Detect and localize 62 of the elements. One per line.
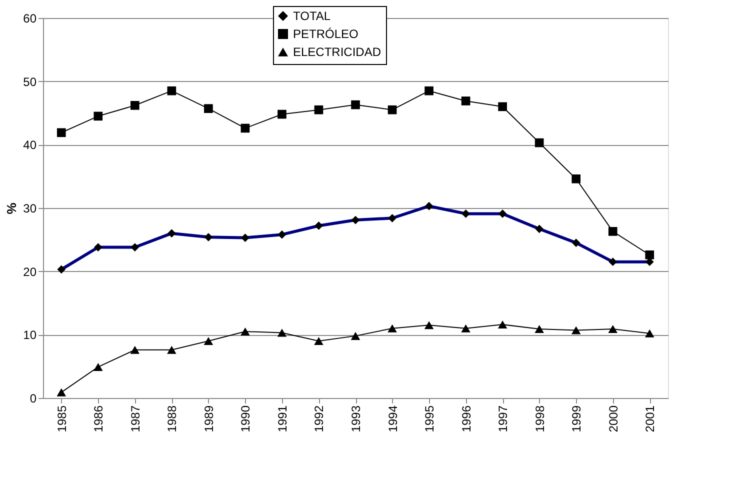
point <box>94 362 103 371</box>
point <box>277 328 287 337</box>
point <box>572 174 581 184</box>
point <box>314 105 324 114</box>
point <box>240 124 250 133</box>
y-tick-label: 30 <box>23 202 37 216</box>
point <box>94 112 103 121</box>
point <box>498 102 507 112</box>
y-tick-label: 40 <box>23 138 37 152</box>
point <box>130 100 140 110</box>
x-tick-label: 1995 <box>422 405 437 432</box>
x-tick-label: 1986 <box>92 405 106 432</box>
point <box>461 96 470 106</box>
x-tick-label: 1987 <box>128 405 142 432</box>
point <box>167 86 176 96</box>
y-tick-label: 60 <box>23 12 37 26</box>
y-tick-label: 20 <box>23 264 37 279</box>
x-tick-label: 2000 <box>606 405 620 432</box>
point <box>534 138 544 148</box>
x-tick-label: 1989 <box>202 405 216 432</box>
point <box>645 250 654 260</box>
x-tick-label: 1996 <box>459 405 474 432</box>
point <box>204 336 214 346</box>
point <box>56 388 66 396</box>
point <box>498 320 508 329</box>
legend-label: ELECTRICIDAD <box>293 45 382 59</box>
x-tick-label: 1997 <box>496 405 510 432</box>
point <box>644 329 654 338</box>
x-tick-label: 1998 <box>532 405 547 432</box>
point <box>167 346 176 354</box>
point <box>571 326 581 334</box>
point <box>608 324 618 333</box>
point <box>56 128 66 138</box>
x-tick-label: 1990 <box>238 405 253 432</box>
point <box>424 86 434 96</box>
point <box>130 346 140 354</box>
x-tick-label: 1988 <box>165 405 180 432</box>
point <box>314 336 324 346</box>
x-tick-label: 1985 <box>54 405 69 432</box>
point <box>388 324 397 332</box>
point <box>351 100 360 110</box>
x-tick-label: 1994 <box>386 405 400 432</box>
y-tick-label: 0 <box>30 392 37 406</box>
point <box>608 227 618 236</box>
point <box>204 104 213 113</box>
point <box>461 324 470 332</box>
legend-label: TOTAL <box>293 9 331 23</box>
y-axis-title: % <box>4 202 20 214</box>
point <box>350 332 360 340</box>
point <box>240 327 250 336</box>
x-tick-label: 1992 <box>312 405 326 432</box>
legend-label: PETRÓLEO <box>293 27 358 41</box>
x-tick-label: 1999 <box>570 405 584 432</box>
y-tick-label: 50 <box>23 74 37 89</box>
point <box>388 105 397 114</box>
x-tick-label: 1993 <box>349 405 363 432</box>
x-tick-label: 2001 <box>643 405 658 432</box>
x-tick-label: 1991 <box>275 405 290 432</box>
point <box>278 110 286 119</box>
point <box>534 324 544 333</box>
point <box>424 321 434 330</box>
y-tick-label: 10 <box>23 328 37 342</box>
